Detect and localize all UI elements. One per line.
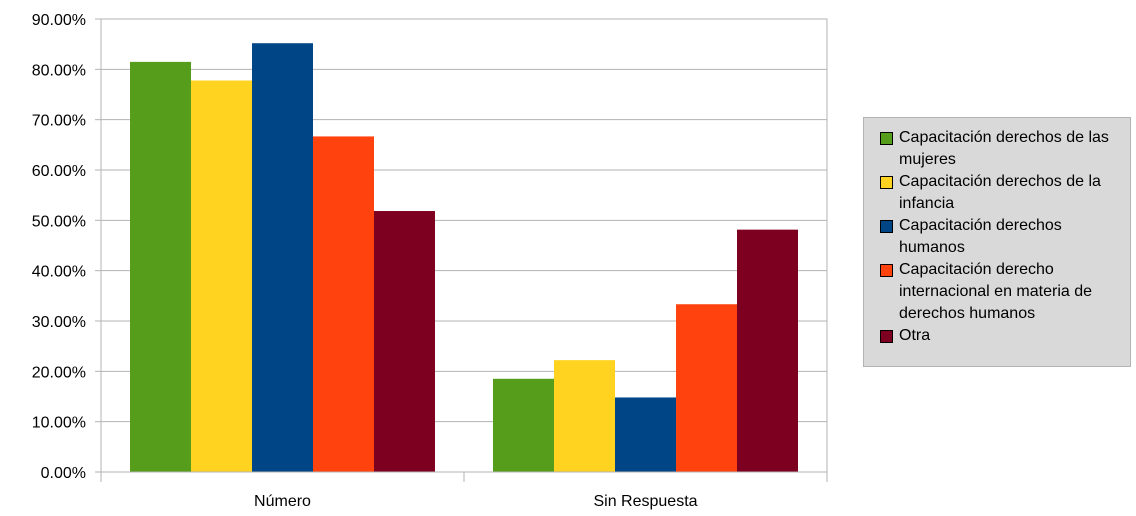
legend-swatch bbox=[880, 220, 893, 233]
legend-item: Capacitación derechos de la infancia bbox=[880, 171, 1122, 215]
bar bbox=[737, 229, 798, 472]
y-tick-label: 30.00% bbox=[32, 314, 86, 331]
bar bbox=[191, 80, 252, 473]
y-tick-label: 90.00% bbox=[32, 12, 86, 29]
legend-item: Capacitación derechos de las mujeres bbox=[880, 127, 1122, 171]
legend-item: Capacitación derechos humanos bbox=[880, 215, 1122, 259]
bar bbox=[374, 211, 435, 472]
y-tick-label: 70.00% bbox=[32, 113, 86, 130]
legend-item: Otra bbox=[880, 325, 1122, 347]
x-category-label: Sin Respuesta bbox=[593, 493, 697, 510]
axes bbox=[100, 18, 828, 482]
y-tick-label: 20.00% bbox=[32, 364, 86, 381]
y-tick-label: 50.00% bbox=[32, 213, 86, 230]
bar-chart: 0.00% 10.00% 20.00% 30.00% 40.00% 50.00% 60.00… bbox=[32, 12, 828, 510]
legend-swatch bbox=[880, 176, 893, 189]
y-axis-ticks: 0.00% 10.00% 20.00% 30.00% 40.00% 50.00% 60.00… bbox=[32, 12, 101, 482]
legend-label: Capacitación derechos de la infancia bbox=[899, 173, 1101, 212]
legend-label: Capacitación derechos humanos bbox=[899, 217, 1062, 256]
y-tick-label: 80.00% bbox=[32, 62, 86, 79]
legend-label: Otra bbox=[899, 327, 931, 344]
legend: Capacitación derechos de las mujeres Capa… bbox=[863, 117, 1131, 367]
legend-label: Capacitación derechos de las mujeres bbox=[899, 129, 1109, 168]
legend-label: Capacitación derecho internacional en ma… bbox=[899, 261, 1093, 322]
y-tick-label: 0.00% bbox=[41, 465, 86, 482]
y-tick-label: 60.00% bbox=[32, 163, 86, 180]
bar bbox=[615, 397, 676, 472]
bar bbox=[676, 304, 737, 472]
bar bbox=[252, 43, 313, 473]
bar bbox=[130, 61, 191, 472]
bar bbox=[493, 378, 554, 472]
legend-swatch bbox=[880, 132, 893, 145]
bar bbox=[554, 360, 615, 472]
x-axis-labels: Número Sin Respuesta bbox=[254, 493, 698, 510]
y-tick-label: 10.00% bbox=[32, 415, 86, 432]
bar bbox=[313, 136, 374, 472]
y-tick-label: 40.00% bbox=[32, 264, 86, 281]
legend-item: Capacitación derecho internacional en ma… bbox=[880, 259, 1122, 325]
bars bbox=[130, 43, 798, 473]
legend-swatch bbox=[880, 264, 893, 277]
legend-swatch bbox=[880, 330, 893, 343]
x-category-label: Número bbox=[254, 493, 311, 510]
